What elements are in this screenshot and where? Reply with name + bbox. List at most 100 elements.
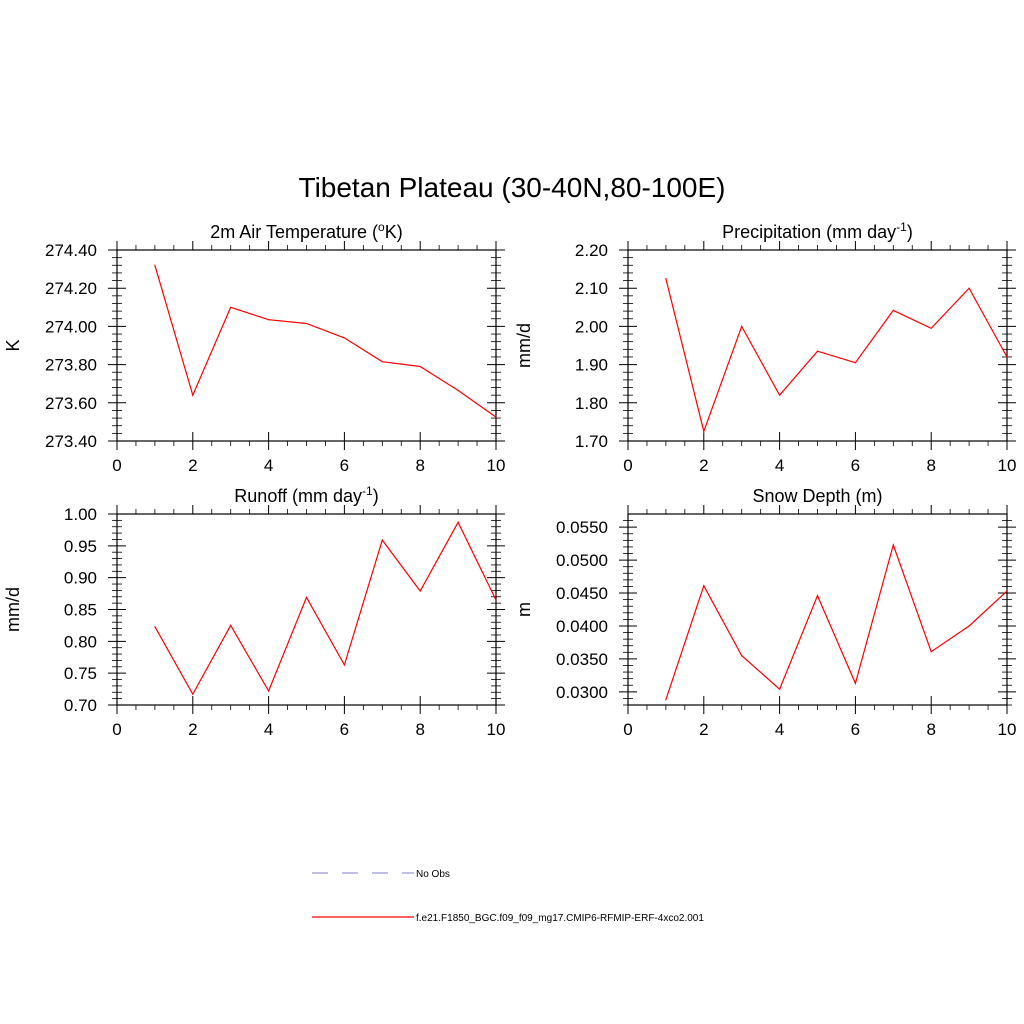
panel-3: Runoff (mm day-1) mm/d 0 2 4 6 8 10 0.70 0.75 0.80… xyxy=(3,484,505,739)
data-point xyxy=(741,655,743,657)
y-tick-label: 1.00 xyxy=(64,505,97,524)
x-tick-label: 10 xyxy=(998,456,1017,475)
data-point xyxy=(343,664,345,666)
data-point xyxy=(854,682,857,684)
data-point xyxy=(892,544,894,546)
y-tick-label: 0.75 xyxy=(64,664,97,683)
data-point xyxy=(703,430,705,433)
y-tick-label: 273.40 xyxy=(45,432,97,451)
x-tick-label: 10 xyxy=(998,720,1017,739)
y-tick-label: 0.90 xyxy=(64,569,97,588)
panel-title-tail: ) xyxy=(907,222,913,242)
plot-frame xyxy=(627,513,1008,706)
x-tick-label: 8 xyxy=(415,720,424,739)
x-tick-label: 2 xyxy=(699,456,708,475)
y-tick-label: 0.0450 xyxy=(556,584,608,603)
y-tick-label: 273.80 xyxy=(45,356,97,375)
panel-title: Precipitation (mm day-1) xyxy=(722,220,913,242)
panel-title-sup: -1 xyxy=(362,484,373,498)
data-point xyxy=(230,624,232,627)
data-point xyxy=(816,595,819,597)
x-tick-label: 8 xyxy=(415,456,424,475)
y-tick-label: 0.0350 xyxy=(556,650,608,669)
data-point xyxy=(779,688,781,690)
data-point xyxy=(892,309,894,311)
data-point xyxy=(930,651,932,653)
panel-title: 2m Air Temperature (oK) xyxy=(210,220,402,242)
y-tick-label: 0.0550 xyxy=(556,518,608,537)
y-tick-label: 2.10 xyxy=(575,279,608,298)
data-point xyxy=(192,394,194,396)
plot-frame xyxy=(627,249,1008,442)
x-tick-label: 4 xyxy=(264,456,273,475)
data-point xyxy=(381,361,383,363)
x-tick-label: 2 xyxy=(188,720,197,739)
y-tick-label: 1.70 xyxy=(575,432,608,451)
data-point xyxy=(268,690,270,692)
y-tick-label: 0.80 xyxy=(64,632,97,651)
y-tick-label: 274.20 xyxy=(45,279,97,298)
x-tick-label: 6 xyxy=(340,720,349,739)
data-point xyxy=(1006,590,1008,592)
x-tick-label: 0 xyxy=(112,720,121,739)
y-tick-label: 0.95 xyxy=(64,537,97,556)
data-point xyxy=(779,394,781,396)
y-axis-label: m xyxy=(514,602,534,617)
data-point xyxy=(192,693,194,695)
panel-2: Precipitation (mm day-1) mm/d 0 2 4 6 8 10 1.70 1… xyxy=(514,220,1016,475)
panel-title-sup: -1 xyxy=(896,220,907,234)
series-line xyxy=(154,265,497,418)
x-tick-label: 0 xyxy=(623,456,632,475)
data-point xyxy=(495,599,497,601)
data-point xyxy=(305,322,308,325)
y-tick-label: 2.20 xyxy=(575,241,608,260)
x-tick-label: 8 xyxy=(926,720,935,739)
panel-title-text: Runoff (mm day xyxy=(234,486,362,506)
x-tick-label: 6 xyxy=(851,456,860,475)
x-tick-label: 6 xyxy=(851,720,860,739)
y-tick-label: 273.60 xyxy=(45,394,97,413)
data-point xyxy=(968,625,970,627)
y-tick-label: 0.0400 xyxy=(556,617,608,636)
x-tick-label: 6 xyxy=(340,456,349,475)
x-tick-label: 0 xyxy=(623,720,632,739)
x-tick-label: 4 xyxy=(775,456,784,475)
y-tick-label: 0.0300 xyxy=(556,683,608,702)
data-point xyxy=(930,327,932,329)
y-axis-label: K xyxy=(3,339,23,351)
y-axis-label: mm/d xyxy=(514,323,534,368)
data-point xyxy=(816,350,819,352)
data-point xyxy=(230,306,232,308)
panel-title-text: 2m Air Temperature ( xyxy=(210,222,378,242)
y-axis-label: mm/d xyxy=(3,587,23,632)
data-point xyxy=(665,699,667,701)
panel-title-text: Snow Depth (m) xyxy=(752,486,882,506)
data-point xyxy=(343,337,345,339)
plot-frame xyxy=(116,249,497,442)
data-point xyxy=(1006,356,1008,358)
data-point xyxy=(968,287,970,289)
panel-title: Runoff (mm day-1) xyxy=(234,484,378,506)
y-tick-label: 2.00 xyxy=(575,317,608,336)
x-tick-label: 8 xyxy=(926,456,935,475)
data-point xyxy=(268,319,270,321)
legend: No Obs f.e21.F1850_BGC.f09_f09_mg17.CMIP6… xyxy=(312,869,704,924)
panel-1: 2m Air Temperature (oK) K 0 2 4 6 8 10 273.40 273… xyxy=(3,220,505,475)
legend-label: f.e21.F1850_BGC.f09_f09_mg17.CMIP6-RFMIP… xyxy=(416,913,704,924)
x-tick-label: 4 xyxy=(264,720,273,739)
panel-title-text: Precipitation (mm day xyxy=(722,222,896,242)
data-point xyxy=(854,362,857,364)
y-tick-label: 274.00 xyxy=(45,317,97,336)
data-point xyxy=(419,365,421,368)
x-tick-label: 10 xyxy=(487,720,506,739)
y-tick-label: 1.90 xyxy=(575,356,608,375)
y-tick-label: 1.80 xyxy=(575,394,608,413)
data-point xyxy=(381,539,383,541)
data-point xyxy=(703,585,705,587)
data-point xyxy=(457,521,459,523)
panel-4: Snow Depth (m) m 0 2 4 6 8 10 0.0300 0.0350 0.0400… xyxy=(514,486,1016,739)
data-point xyxy=(419,590,421,592)
y-tick-label: 0.0500 xyxy=(556,551,608,570)
x-tick-label: 0 xyxy=(112,456,121,475)
